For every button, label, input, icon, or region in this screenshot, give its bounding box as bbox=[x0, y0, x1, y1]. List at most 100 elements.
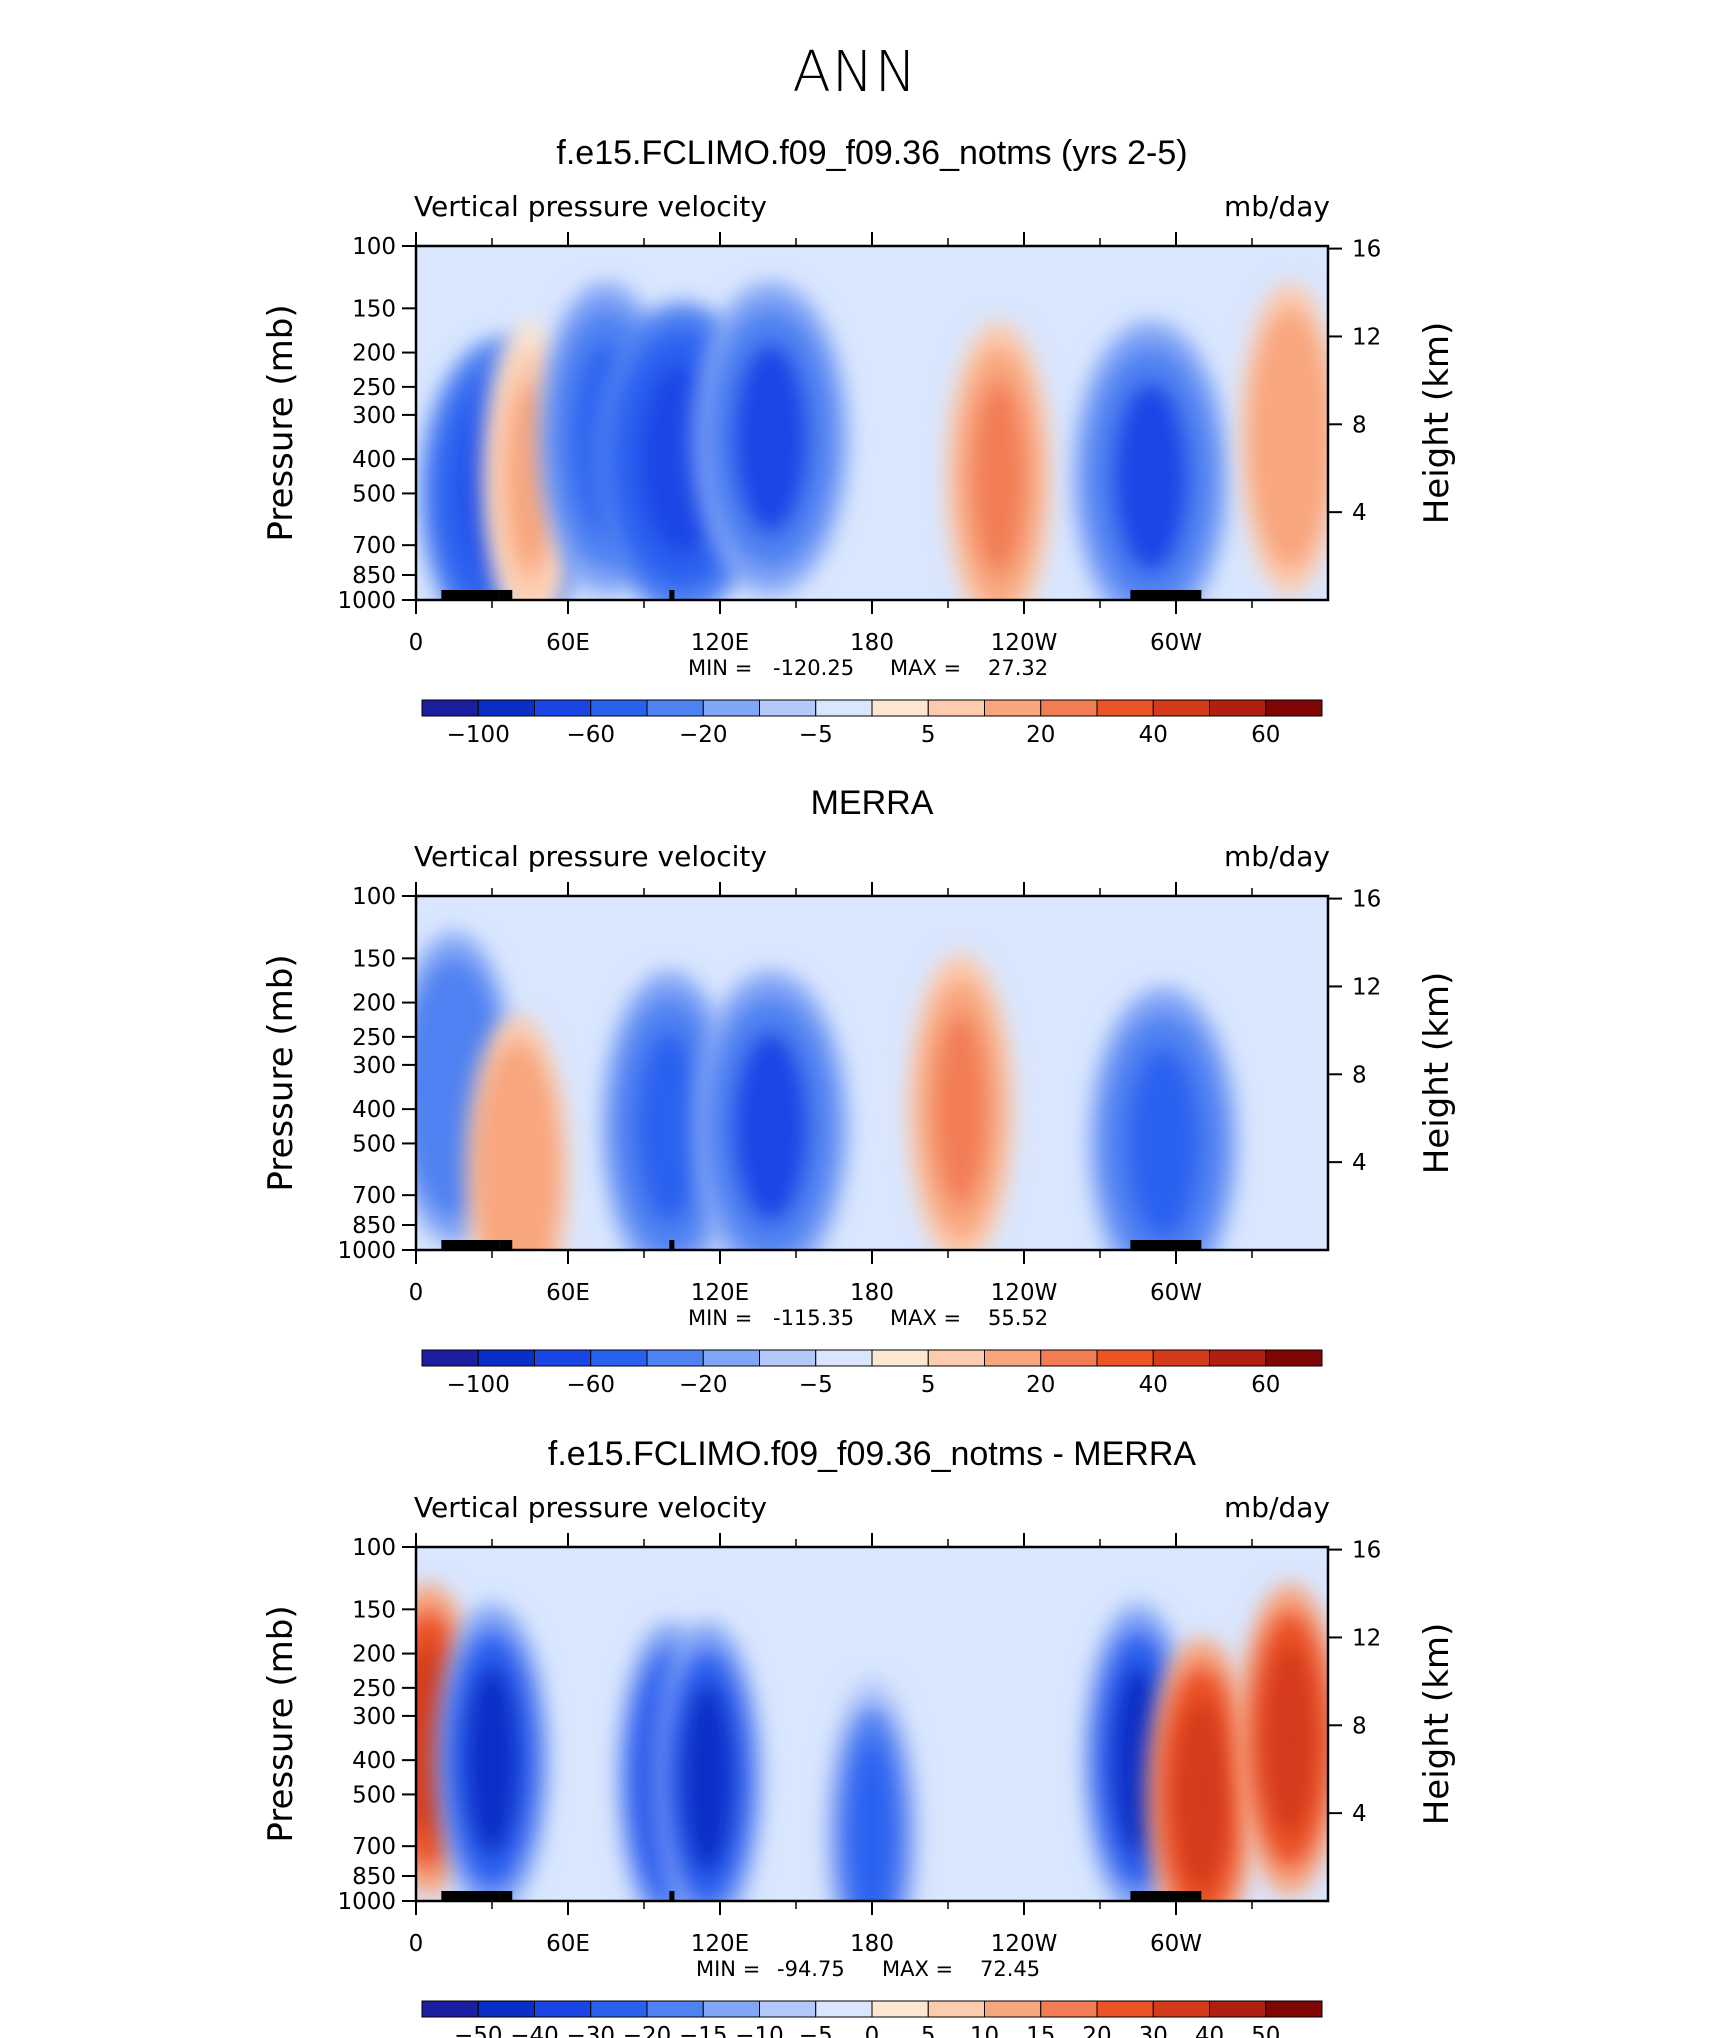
contour-feature bbox=[652, 1622, 763, 1901]
y-tick-label: 150 bbox=[352, 1597, 396, 1623]
colorbar-box bbox=[927, 2000, 985, 2018]
field-label: Vertical pressure velocity bbox=[414, 1491, 767, 1524]
y-tick-label: 500 bbox=[352, 1131, 396, 1157]
contour-feature bbox=[692, 971, 849, 1250]
colorbar-box bbox=[984, 2000, 1042, 2018]
colorbar-box bbox=[1209, 2000, 1267, 2018]
colorbar-label: −20 bbox=[679, 722, 728, 748]
colorbar-box bbox=[477, 2000, 535, 2018]
y-tick-label: 1000 bbox=[337, 1238, 396, 1264]
terrain-mask bbox=[669, 1891, 675, 1901]
colorbar-label: −20 bbox=[623, 2023, 672, 2038]
colorbar-box bbox=[421, 699, 479, 717]
y-tick-label: 500 bbox=[352, 1782, 396, 1808]
x-tick-label: 60E bbox=[546, 630, 590, 656]
panel-title: f.e15.FCLIMO.f09_f09.36_notms (yrs 2-5) bbox=[556, 134, 1187, 172]
terrain-mask bbox=[499, 1240, 513, 1250]
contour-band-core bbox=[972, 380, 1026, 574]
colorbar-box bbox=[1152, 2000, 1210, 2018]
terrain-mask bbox=[1130, 1240, 1202, 1250]
colorbar-box bbox=[1265, 1349, 1323, 1367]
colorbar-label: −5 bbox=[799, 1372, 833, 1398]
colorbar-box bbox=[534, 2000, 592, 2018]
colorbar-box bbox=[534, 1349, 592, 1367]
colorbar-box bbox=[759, 699, 817, 717]
colorbar-box bbox=[646, 1349, 704, 1367]
y-tick-label: 250 bbox=[352, 375, 396, 401]
panel-3: f.e15.FCLIMO.f09_f09.36_notms - MERRA Ve… bbox=[261, 1435, 1457, 2038]
colorbar-label: 30 bbox=[1139, 2023, 1168, 2038]
colorbar-box bbox=[1152, 699, 1210, 717]
colorbar-label: −10 bbox=[735, 2023, 784, 2038]
contour-band-core bbox=[1173, 1697, 1229, 1892]
colorbar: −50 −40 −30 −20 −15 −10 −5 0 5 10 15 20 30 40 50 bbox=[421, 2000, 1323, 2038]
colorbar-box bbox=[1096, 1349, 1154, 1367]
colorbar-label: 0 bbox=[865, 2023, 880, 2038]
contour-feature bbox=[945, 321, 1052, 600]
colorbar-label: 10 bbox=[970, 2023, 999, 2038]
colorbar-box bbox=[984, 699, 1042, 717]
y-tick-label: 200 bbox=[352, 991, 396, 1017]
x-tick-label: 120W bbox=[991, 1280, 1058, 1306]
colorbar: −100 −60 −20 −5 5 20 40 60 bbox=[421, 1349, 1323, 1398]
terrain-mask bbox=[499, 1891, 513, 1901]
terrain-mask bbox=[441, 590, 500, 600]
panel-1: f.e15.FCLIMO.f09_f09.36_notms (yrs 2-5) … bbox=[261, 134, 1457, 748]
y-tick-label: 300 bbox=[352, 1053, 396, 1079]
y-right-tick-label: 16 bbox=[1352, 237, 1381, 263]
colorbar-label: 5 bbox=[921, 1372, 936, 1398]
x-tick-label: 0 bbox=[409, 1280, 424, 1306]
y-tick-label: 400 bbox=[352, 1748, 396, 1774]
contour-feature bbox=[824, 1678, 920, 1901]
colorbar-label: 5 bbox=[921, 2023, 936, 2038]
y-tick-label: 100 bbox=[352, 1535, 396, 1561]
y-tick-label: 850 bbox=[352, 1213, 396, 1239]
y-tick-label: 100 bbox=[352, 884, 396, 910]
contour-feature bbox=[692, 282, 849, 595]
terrain-mask bbox=[441, 1891, 500, 1901]
colorbar: −100 −60 −20 −5 5 20 40 60 bbox=[421, 699, 1323, 748]
y-axis-label: Pressure (mb) bbox=[261, 1605, 301, 1842]
y-tick-label: 1000 bbox=[337, 1889, 396, 1915]
colorbar-box bbox=[1040, 2000, 1098, 2018]
colorbar-label: −60 bbox=[566, 722, 615, 748]
colorbar-box bbox=[1152, 1349, 1210, 1367]
y-right-tick-label: 4 bbox=[1352, 500, 1367, 526]
contour-band-core bbox=[1125, 1046, 1201, 1241]
y-tick-label: 700 bbox=[352, 533, 396, 559]
contour-band-core bbox=[1263, 1642, 1317, 1837]
y-tick-label: 850 bbox=[352, 1864, 396, 1890]
y-tick-label: 250 bbox=[352, 1676, 396, 1702]
colorbar-box bbox=[871, 2000, 929, 2018]
colorbar-label: 60 bbox=[1251, 722, 1280, 748]
colorbar-box bbox=[477, 1349, 535, 1367]
colorbar-label: 60 bbox=[1251, 1372, 1280, 1398]
contour-band-core bbox=[679, 1681, 735, 1875]
colorbar-label: −20 bbox=[679, 1372, 728, 1398]
colorbar-label: 15 bbox=[1026, 2023, 1055, 2038]
max-value: 72.45 bbox=[980, 1957, 1040, 1981]
colorbar-label: −40 bbox=[510, 2023, 559, 2038]
y-right-tick-label: 4 bbox=[1352, 1801, 1367, 1827]
colorbar-label: 20 bbox=[1082, 2023, 1111, 2038]
colorbar-box bbox=[702, 699, 760, 717]
y-axis-label: Pressure (mb) bbox=[261, 304, 301, 541]
units-label: mb/day bbox=[1224, 840, 1330, 873]
y-tick-label: 850 bbox=[352, 563, 396, 589]
colorbar-label: −15 bbox=[679, 2023, 728, 2038]
x-tick-label: 120W bbox=[991, 1931, 1058, 1957]
colorbar-label: 40 bbox=[1139, 1372, 1168, 1398]
max-label: MAX = bbox=[890, 656, 961, 680]
colorbar-label: −5 bbox=[799, 722, 833, 748]
colorbar-box bbox=[590, 699, 648, 717]
x-tick-label: 60W bbox=[1150, 630, 1202, 656]
terrain-mask bbox=[669, 1240, 675, 1250]
colorbar-box bbox=[1096, 2000, 1154, 2018]
y-axis-right-label: Height (km) bbox=[1417, 1623, 1457, 1826]
y-right-tick-label: 12 bbox=[1352, 324, 1381, 350]
x-tick-label: 120W bbox=[991, 630, 1058, 656]
x-tick-label: 0 bbox=[409, 630, 424, 656]
contour-feature bbox=[1237, 1583, 1328, 1896]
